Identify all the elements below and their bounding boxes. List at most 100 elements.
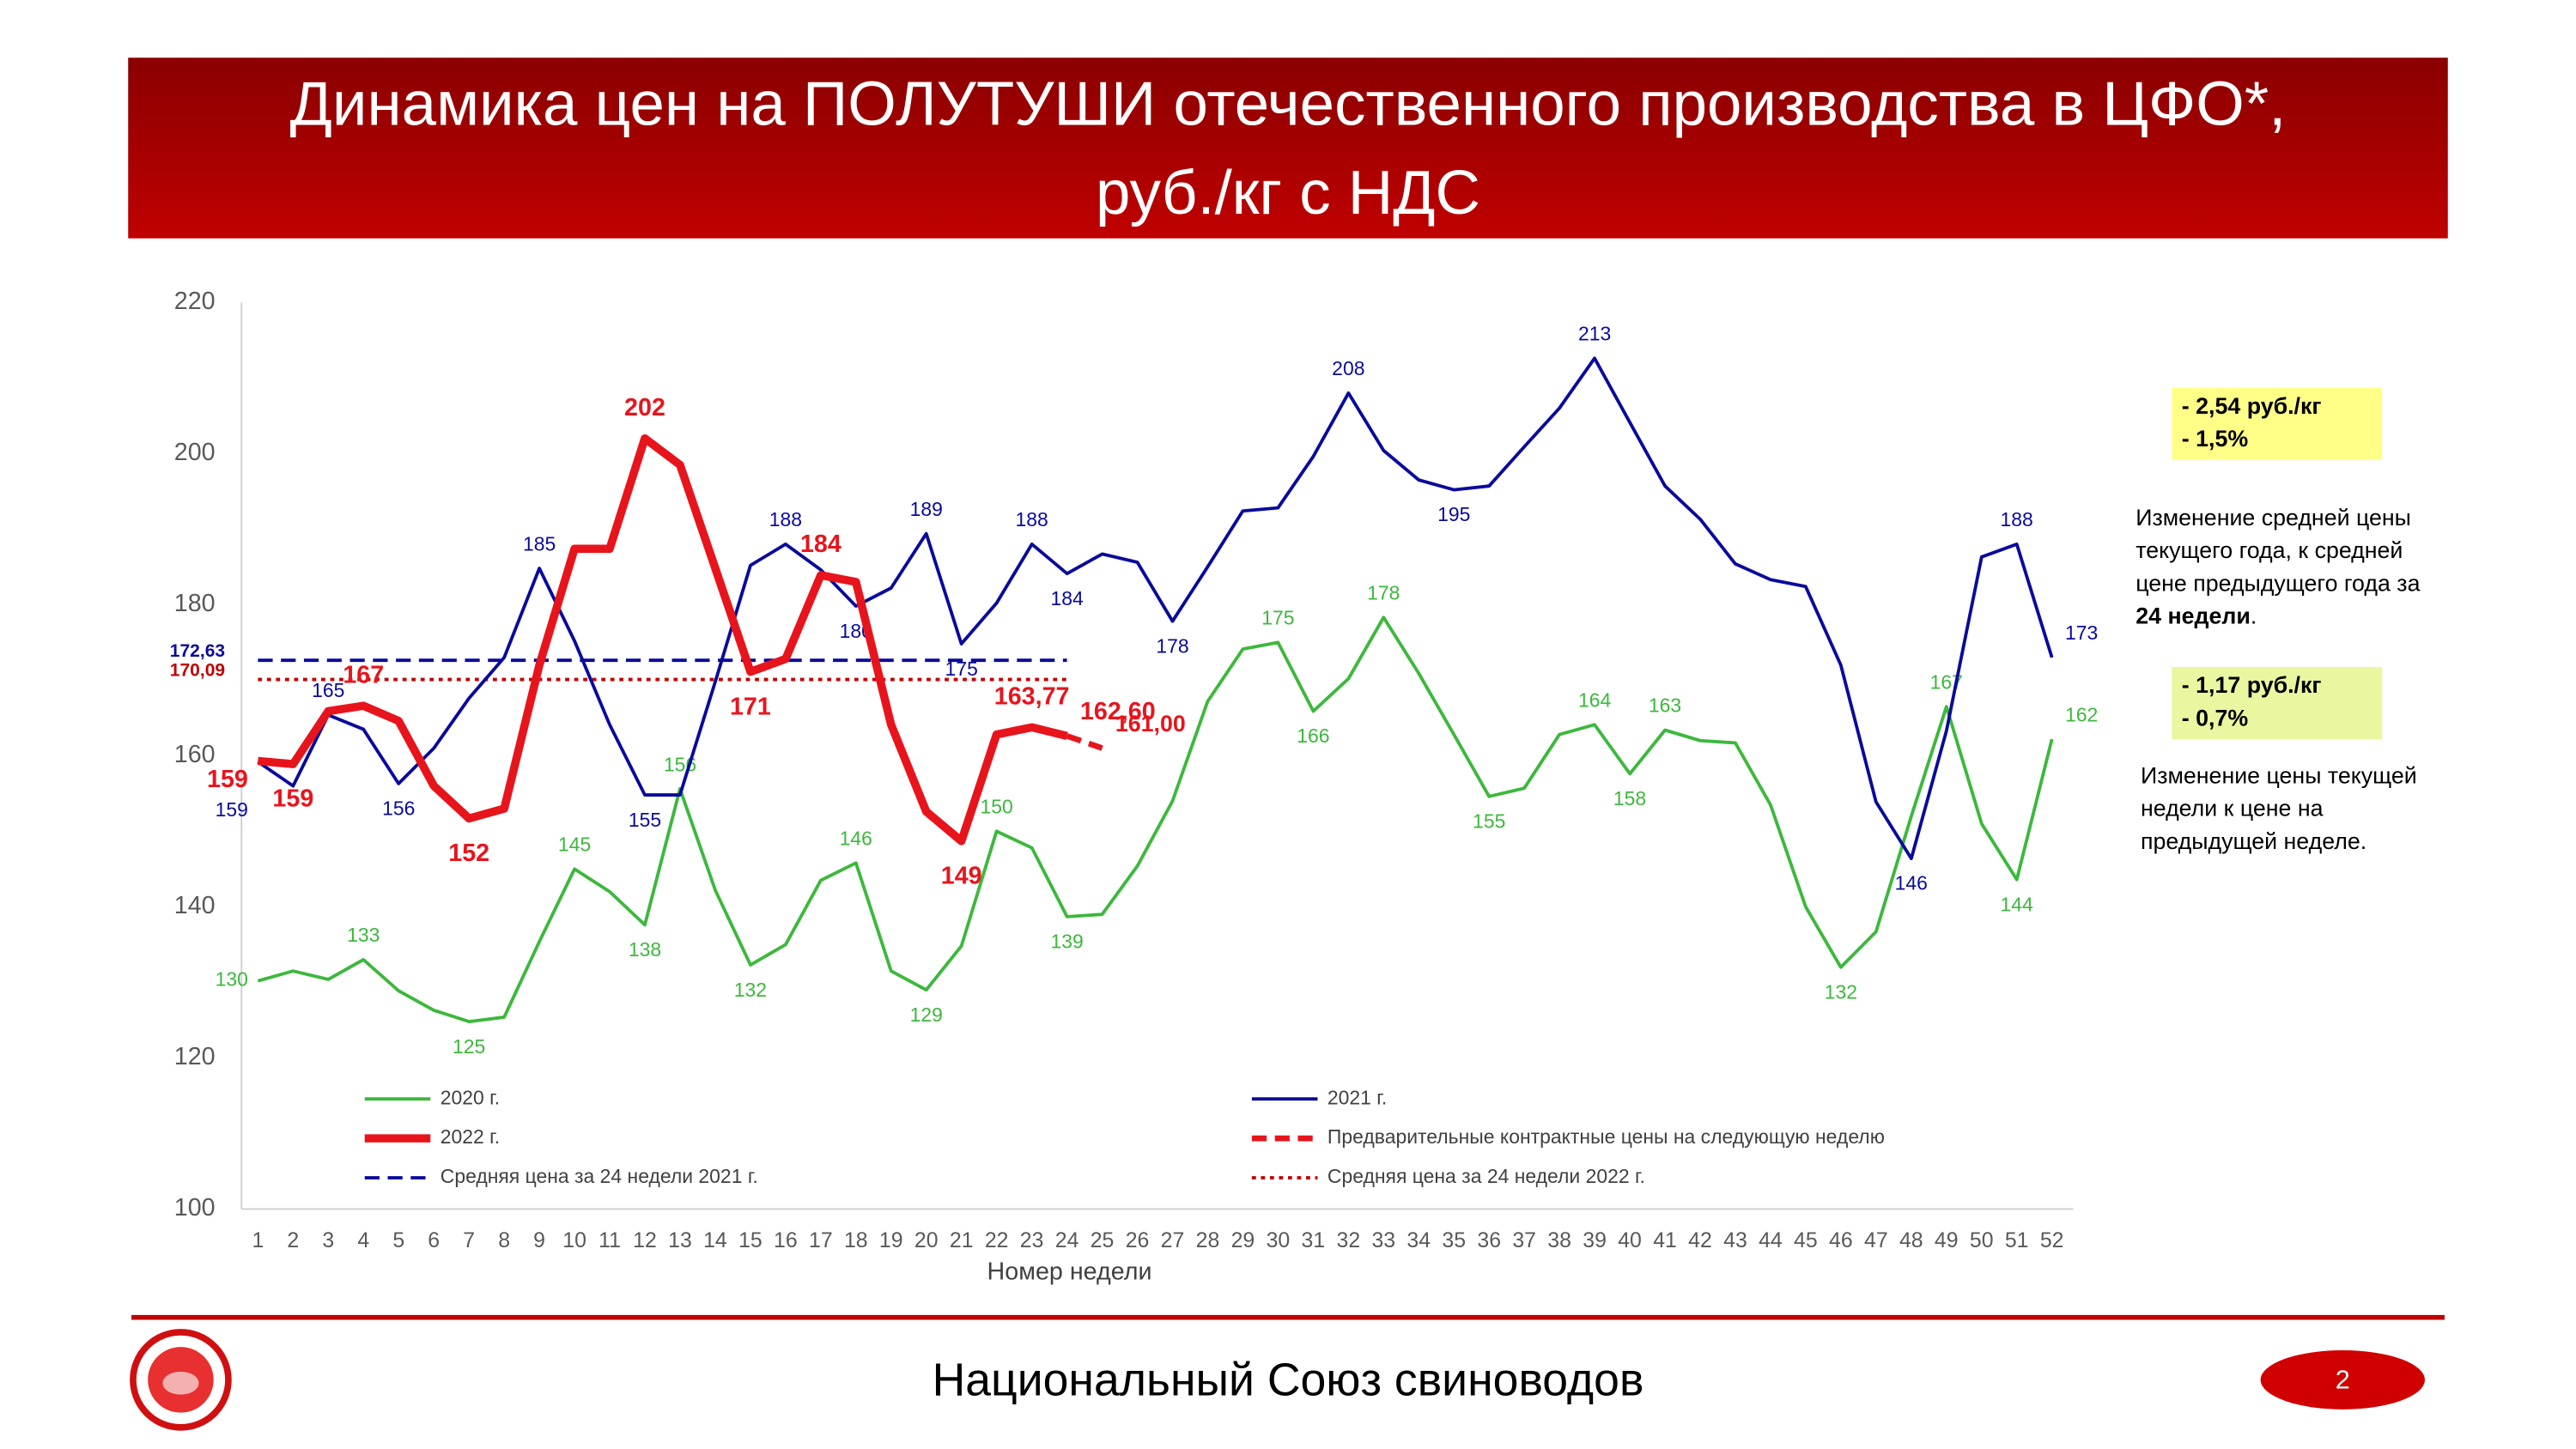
x-tick-label: 32 xyxy=(1337,1228,1361,1252)
data-label: 150 xyxy=(981,796,1013,818)
note-text: цене предыдущего года за xyxy=(2136,570,2420,596)
data-label: 188 xyxy=(769,508,802,530)
x-tick-label: 12 xyxy=(633,1228,657,1252)
data-label: 158 xyxy=(1613,787,1646,809)
data-label: 159 xyxy=(207,766,248,793)
series-line xyxy=(1066,733,1103,751)
data-label: 164 xyxy=(1578,689,1612,712)
note-text: предыдущей неделе. xyxy=(2141,828,2366,854)
note-box-text: - 0,7% xyxy=(2182,705,2249,731)
x-tick-label: 49 xyxy=(1935,1228,1959,1252)
x-tick-label: 5 xyxy=(392,1228,404,1252)
y-tick-label: 220 xyxy=(174,288,216,315)
data-label: 144 xyxy=(2001,893,2034,915)
x-tick-label: 10 xyxy=(562,1228,586,1252)
x-tick-label: 18 xyxy=(844,1228,868,1252)
x-tick-label: 16 xyxy=(774,1228,798,1252)
reference-label: 172,63 xyxy=(170,641,225,661)
x-tick-label: 4 xyxy=(357,1228,369,1252)
x-tick-label: 2 xyxy=(287,1228,299,1252)
x-tick-label: 35 xyxy=(1442,1228,1466,1252)
data-label: 208 xyxy=(1332,357,1364,379)
data-label: 189 xyxy=(910,498,943,520)
x-axis-label: Номер недели xyxy=(987,1258,1152,1286)
legend-label: 2021 г. xyxy=(1327,1086,1387,1108)
footer-text: Национальный Союз свиноводов xyxy=(933,1355,1644,1405)
note-box xyxy=(2172,387,2383,460)
x-tick-label: 48 xyxy=(1899,1228,1923,1252)
data-label: 129 xyxy=(910,1003,943,1026)
x-tick-label: 25 xyxy=(1091,1228,1115,1252)
data-label: 188 xyxy=(2001,508,2033,530)
data-label: 145 xyxy=(558,834,591,856)
x-tick-label: 22 xyxy=(985,1228,1009,1252)
data-label: 156 xyxy=(382,797,415,820)
title: Динамика цен на ПОЛУТУШИ отечественного … xyxy=(290,70,2287,139)
data-label: 159 xyxy=(216,798,248,821)
reference-label: 170,09 xyxy=(170,661,225,681)
x-tick-label: 51 xyxy=(2005,1228,2029,1252)
title-bar xyxy=(128,58,2448,239)
x-tick-label: 26 xyxy=(1126,1228,1150,1252)
x-tick-label: 13 xyxy=(668,1228,692,1252)
x-tick-label: 45 xyxy=(1794,1228,1818,1252)
data-label: 146 xyxy=(1895,872,1928,894)
y-tick-label: 200 xyxy=(174,439,216,466)
x-tick-label: 42 xyxy=(1688,1228,1712,1252)
x-tick-label: 9 xyxy=(533,1228,545,1252)
data-label: 155 xyxy=(1473,810,1505,833)
x-tick-label: 47 xyxy=(1864,1228,1888,1252)
series-line xyxy=(257,615,2054,1024)
data-label: 195 xyxy=(1437,503,1470,525)
x-tick-label: 46 xyxy=(1829,1228,1853,1252)
side-notes: - 2,54 руб./кг - 1,5% Изменение средней це… xyxy=(2136,387,2421,854)
page-number: 2 xyxy=(2336,1365,2350,1394)
note-bold: 24 недели xyxy=(2136,603,2251,629)
data-label: 149 xyxy=(941,862,982,889)
x-tick-label: 15 xyxy=(738,1228,762,1252)
data-label: 175 xyxy=(945,658,978,680)
data-label: 178 xyxy=(1367,582,1400,604)
x-tick-label: 50 xyxy=(1970,1228,1994,1252)
data-label: 165 xyxy=(312,679,344,701)
note-text: 24 недели. xyxy=(2136,603,2257,629)
x-tick-label: 29 xyxy=(1231,1228,1255,1252)
series-line xyxy=(257,356,2054,861)
data-label: 130 xyxy=(216,968,248,991)
x-tick-label: 41 xyxy=(1653,1228,1677,1252)
page-badge xyxy=(2260,1349,2425,1410)
x-tick-label: 8 xyxy=(498,1228,510,1252)
y-tick-label: 180 xyxy=(174,590,216,617)
x-tick-label: 28 xyxy=(1196,1228,1220,1252)
data-label: 163,77 xyxy=(994,682,1070,710)
x-tick-label: 24 xyxy=(1055,1228,1079,1252)
data-label: 155 xyxy=(629,809,661,831)
note-text: текущего года, к средней xyxy=(2136,537,2403,563)
x-tick-label: 37 xyxy=(1512,1228,1536,1252)
x-tick-label: 38 xyxy=(1547,1228,1571,1252)
note-text: Изменение средней цены xyxy=(2136,505,2411,530)
y-tick-label: 160 xyxy=(174,741,216,768)
data-label: 166 xyxy=(1297,724,1329,747)
x-tick-label: 1 xyxy=(252,1228,264,1252)
x-tick-label: 40 xyxy=(1618,1228,1642,1252)
data-label: 125 xyxy=(453,1035,485,1058)
x-tick-label: 23 xyxy=(1020,1228,1044,1252)
x-tick-label: 52 xyxy=(2040,1228,2064,1252)
x-tick-label: 6 xyxy=(428,1228,440,1252)
x-tick-label: 19 xyxy=(879,1228,903,1252)
y-tick-label: 100 xyxy=(174,1194,216,1222)
legend-label: 2022 г. xyxy=(440,1125,500,1148)
note-text: Изменение цены текущей xyxy=(2141,762,2417,788)
data-label: 162 xyxy=(2065,703,2098,725)
x-tick-label: 31 xyxy=(1302,1228,1326,1252)
title: руб./кг с НДС xyxy=(1096,158,1480,227)
data-label: 173 xyxy=(2065,621,2098,644)
note-box-text: - 1,5% xyxy=(2182,426,2249,452)
note-box xyxy=(2172,667,2383,740)
x-tick-label: 27 xyxy=(1161,1228,1185,1252)
x-tick-label: 20 xyxy=(914,1228,939,1252)
data-label: 175 xyxy=(1261,607,1294,629)
